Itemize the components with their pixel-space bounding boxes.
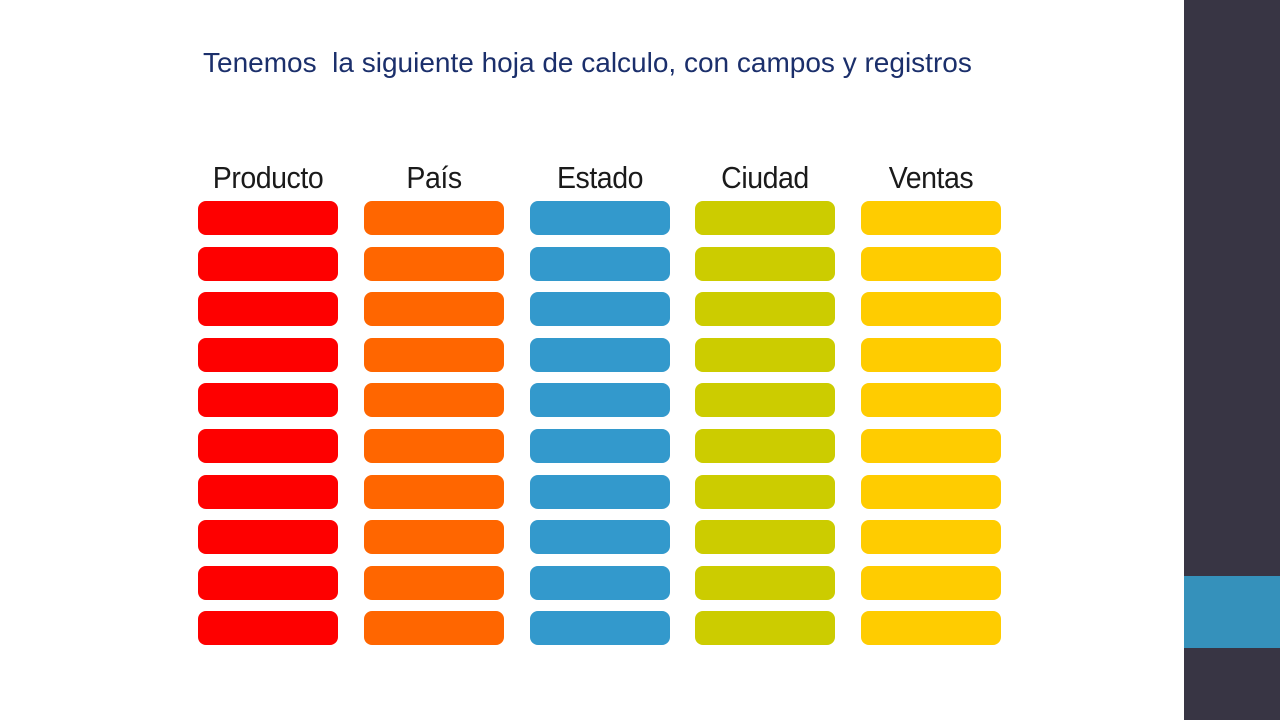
record-bar — [198, 475, 338, 509]
record-bar — [530, 520, 670, 554]
record-bar — [364, 338, 504, 372]
fields-records-graphic: Producto País Estado Ciudad Ventas — [196, 156, 1004, 648]
record-bar — [695, 520, 835, 554]
record-bar — [695, 475, 835, 509]
record-bar — [530, 611, 670, 645]
field-header: Ciudad — [721, 160, 809, 195]
record-bar — [695, 201, 835, 235]
record-bar — [198, 520, 338, 554]
field-column-ventas: Ventas — [859, 156, 1003, 648]
slide-title: Tenemos la siguiente hoja de calculo, co… — [203, 47, 972, 78]
record-bar — [364, 520, 504, 554]
record-bar — [364, 247, 504, 281]
record-bar — [530, 475, 670, 509]
record-bar — [364, 201, 504, 235]
record-bar — [695, 338, 835, 372]
record-bar — [530, 292, 670, 326]
record-bar — [530, 201, 670, 235]
record-bar — [695, 566, 835, 600]
record-bar — [364, 611, 504, 645]
record-bar — [861, 292, 1001, 326]
field-header: Producto — [212, 160, 324, 195]
record-bar — [861, 383, 1001, 417]
record-bar — [861, 338, 1001, 372]
record-bar — [861, 201, 1001, 235]
record-bar — [364, 383, 504, 417]
field-column-ciudad: Ciudad — [693, 156, 837, 648]
record-bar — [198, 247, 338, 281]
record-bar — [364, 566, 504, 600]
record-bar — [198, 383, 338, 417]
record-bar — [198, 292, 338, 326]
record-bar — [695, 611, 835, 645]
record-bar — [695, 247, 835, 281]
record-bar — [861, 611, 1001, 645]
field-column-pais: País — [362, 156, 506, 648]
field-column-producto: Producto — [196, 156, 340, 648]
record-bar — [530, 429, 670, 463]
record-bar — [364, 475, 504, 509]
side-accent-block — [1184, 576, 1280, 648]
field-header: País — [406, 160, 462, 195]
record-bar — [198, 338, 338, 372]
record-bar — [861, 247, 1001, 281]
record-bar — [695, 292, 835, 326]
record-bar — [861, 429, 1001, 463]
record-bar — [861, 520, 1001, 554]
field-column-estado: Estado — [528, 156, 672, 648]
record-bar — [198, 611, 338, 645]
record-bar — [861, 566, 1001, 600]
record-bar — [198, 201, 338, 235]
field-header: Estado — [556, 160, 644, 195]
record-bar — [530, 338, 670, 372]
record-bar — [530, 566, 670, 600]
record-bar — [695, 429, 835, 463]
record-bar — [530, 247, 670, 281]
field-header: Ventas — [888, 160, 974, 195]
record-bar — [530, 383, 670, 417]
record-bar — [364, 292, 504, 326]
record-bar — [198, 566, 338, 600]
record-bar — [861, 475, 1001, 509]
record-bar — [364, 429, 504, 463]
record-bar — [695, 383, 835, 417]
record-bar — [198, 429, 338, 463]
